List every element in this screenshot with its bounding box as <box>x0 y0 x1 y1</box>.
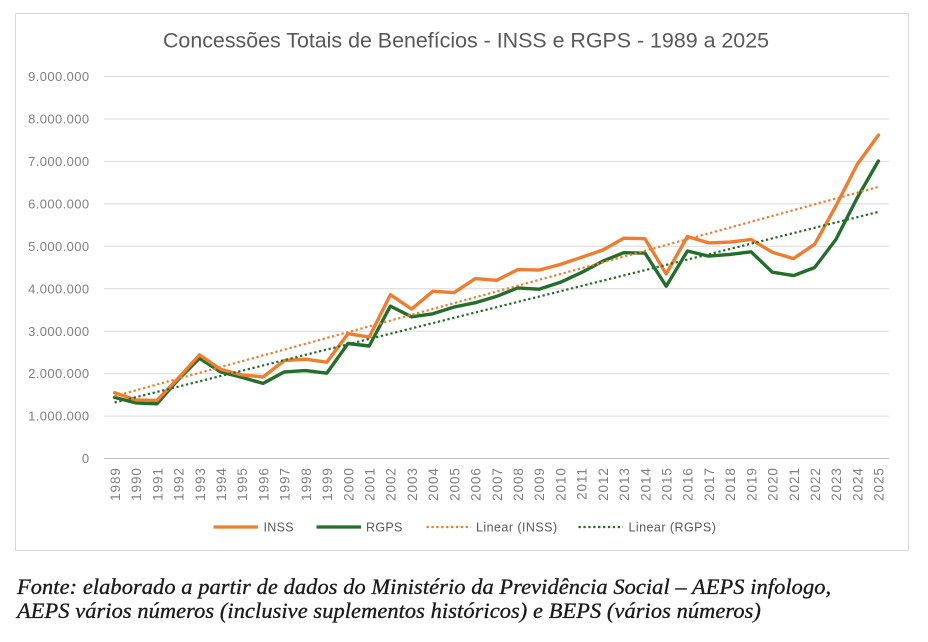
svg-text:2011: 2011 <box>575 467 590 500</box>
svg-text:Linear (INSS): Linear (INSS) <box>476 521 558 535</box>
svg-text:INSS: INSS <box>264 521 294 535</box>
svg-text:2018: 2018 <box>723 467 738 501</box>
svg-text:2.000.000: 2.000.000 <box>28 366 89 381</box>
svg-text:2006: 2006 <box>469 467 484 501</box>
svg-text:2004: 2004 <box>426 467 441 501</box>
svg-text:2012: 2012 <box>596 467 611 501</box>
svg-text:2017: 2017 <box>702 467 717 501</box>
svg-text:1992: 1992 <box>172 467 187 501</box>
svg-text:7.000.000: 7.000.000 <box>28 154 89 169</box>
svg-text:1991: 1991 <box>150 467 165 501</box>
svg-text:6.000.000: 6.000.000 <box>28 197 89 212</box>
svg-text:2023: 2023 <box>829 467 844 501</box>
svg-text:1998: 1998 <box>299 467 314 501</box>
svg-text:2025: 2025 <box>872 467 887 501</box>
svg-text:5.000.000: 5.000.000 <box>28 239 89 254</box>
svg-text:2008: 2008 <box>511 467 526 501</box>
svg-text:2009: 2009 <box>532 467 547 501</box>
svg-text:2024: 2024 <box>851 467 866 501</box>
svg-text:1999: 1999 <box>320 467 335 501</box>
svg-text:2021: 2021 <box>787 467 802 501</box>
svg-text:2013: 2013 <box>617 467 632 501</box>
svg-text:2001: 2001 <box>363 467 378 501</box>
svg-text:8.000.000: 8.000.000 <box>28 112 89 127</box>
svg-text:1995: 1995 <box>235 467 250 501</box>
svg-text:2002: 2002 <box>384 467 399 501</box>
svg-text:9.000.000: 9.000.000 <box>28 69 89 84</box>
svg-text:1994: 1994 <box>214 467 229 501</box>
svg-text:1989: 1989 <box>108 467 123 501</box>
svg-text:2016: 2016 <box>681 467 696 501</box>
svg-text:1997: 1997 <box>278 467 293 501</box>
svg-text:1990: 1990 <box>129 467 144 501</box>
svg-text:Linear (RGPS): Linear (RGPS) <box>629 521 717 535</box>
svg-text:2022: 2022 <box>808 467 823 501</box>
svg-text:2020: 2020 <box>766 467 781 501</box>
svg-text:0: 0 <box>82 451 90 466</box>
svg-text:2007: 2007 <box>490 467 505 501</box>
svg-text:2003: 2003 <box>405 467 420 501</box>
svg-text:1993: 1993 <box>193 467 208 501</box>
svg-text:RGPS: RGPS <box>366 521 403 535</box>
svg-text:Concessões Totais de Benefício: Concessões Totais de Benefícios - INSS e… <box>163 29 769 53</box>
svg-text:3.000.000: 3.000.000 <box>28 324 89 339</box>
svg-text:2015: 2015 <box>660 467 675 501</box>
svg-text:2019: 2019 <box>744 467 759 501</box>
svg-text:1996: 1996 <box>256 467 271 501</box>
svg-text:4.000.000: 4.000.000 <box>28 281 89 296</box>
svg-text:2005: 2005 <box>447 467 462 501</box>
svg-text:2000: 2000 <box>341 467 356 501</box>
svg-text:1.000.000: 1.000.000 <box>28 409 89 424</box>
svg-text:2010: 2010 <box>553 467 568 501</box>
svg-text:2014: 2014 <box>638 467 653 501</box>
